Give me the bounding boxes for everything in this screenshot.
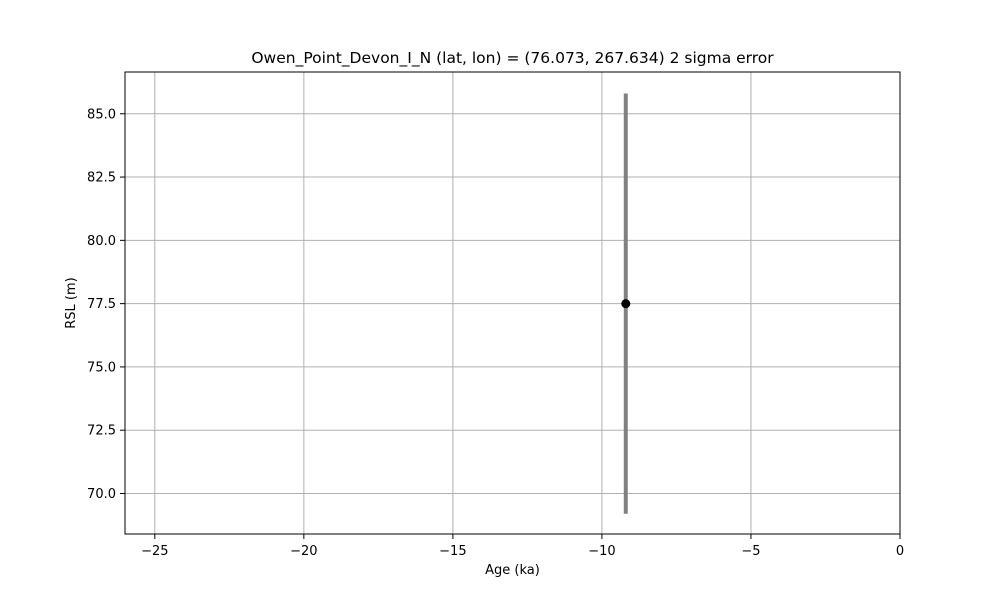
x-tick-label: −25 bbox=[141, 544, 168, 559]
y-axis-label: RSL (m) bbox=[64, 277, 79, 328]
chart-title: Owen_Point_Devon_I_N (lat, lon) = (76.07… bbox=[251, 49, 774, 68]
data-point bbox=[621, 299, 631, 309]
plot-frame bbox=[124, 71, 901, 535]
x-tick-label: 0 bbox=[896, 544, 904, 559]
x-tick-label: −5 bbox=[741, 544, 760, 559]
x-axis-label: Age (ka) bbox=[485, 563, 540, 578]
y-tick-label: 85.0 bbox=[87, 107, 116, 122]
x-tick-label: −20 bbox=[290, 544, 317, 559]
data-layer bbox=[621, 93, 631, 514]
y-tick-label: 82.5 bbox=[87, 171, 116, 186]
y-tick-label: 70.0 bbox=[87, 487, 116, 502]
x-tick-label: −10 bbox=[588, 544, 615, 559]
y-axis-ticks: 70.0 72.5 75.0 77.5 80.0 82.5 85.0 bbox=[87, 107, 125, 502]
x-tick-label: −15 bbox=[439, 544, 466, 559]
y-tick-label: 80.0 bbox=[87, 234, 116, 249]
grid-lines bbox=[125, 72, 901, 534]
y-tick-label: 75.0 bbox=[87, 360, 116, 375]
y-tick-label: 77.5 bbox=[87, 297, 116, 312]
x-axis-ticks: −25 −20 −15 −10 −5 0 bbox=[141, 534, 904, 559]
y-tick-label: 72.5 bbox=[87, 424, 116, 439]
